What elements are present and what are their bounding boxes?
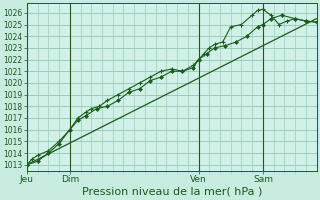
X-axis label: Pression niveau de la mer( hPa ): Pression niveau de la mer( hPa ): [82, 187, 262, 197]
